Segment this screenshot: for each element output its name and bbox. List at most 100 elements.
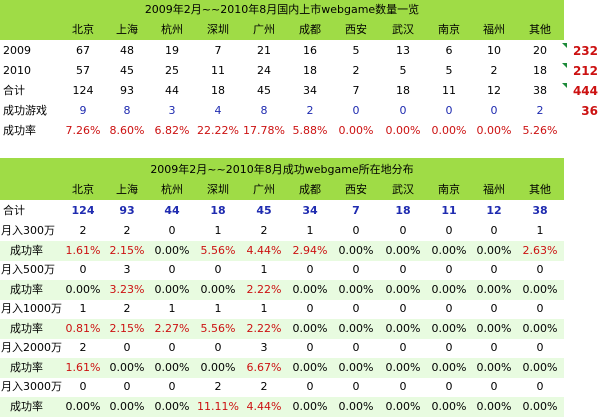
table2-count-cell: 1 bbox=[260, 263, 268, 276]
table1-row: 合计 124 93 44 18 45 34 7 18 11 12 38 444 bbox=[0, 81, 598, 101]
table2-total-row: 合计 124 93 44 18 45 34 7 18 11 12 38 bbox=[0, 201, 564, 221]
table1-city-header: 武汉 bbox=[392, 23, 414, 36]
table1-cell: 8 bbox=[260, 104, 268, 117]
table1-cell: 7 bbox=[352, 84, 360, 97]
table2-count-cell: 0 bbox=[399, 224, 407, 237]
table2-rate-cell: 0.00% bbox=[154, 360, 190, 374]
table2-row-label: 成功率 bbox=[10, 282, 43, 296]
table2-rate-row: 成功率 0.81% 2.15% 2.27% 5.56% 2.22% 0.00% 0.00% 0.… bbox=[0, 318, 564, 339]
table1-cell: 0.00% bbox=[338, 124, 374, 137]
table1-row-total: 444 bbox=[572, 84, 598, 98]
table2-count-cell: 0 bbox=[536, 302, 544, 315]
table2-rate-cell: 0.00% bbox=[338, 399, 374, 413]
table1-cell: 25 bbox=[165, 64, 179, 77]
table1-cell: 18 bbox=[211, 84, 225, 97]
table1-cell: 44 bbox=[165, 84, 179, 97]
table2-count-cell: 0 bbox=[123, 341, 131, 354]
table2-count-cell: 0 bbox=[536, 341, 544, 354]
table2-rate-cell: 0.00% bbox=[292, 399, 328, 413]
table1-cell: 18 bbox=[533, 64, 547, 77]
table1-cell: 6.82% bbox=[154, 124, 190, 137]
table2-rate-cell: 0.00% bbox=[109, 360, 145, 374]
table2-rate-cell: 0.00% bbox=[65, 282, 101, 296]
table2-rate-cell: 0.00% bbox=[200, 360, 236, 374]
table1-row: 成功率 7.26% 8.60% 6.82% 22.22% 17.78% 5.88% 0.00%… bbox=[0, 121, 564, 141]
table2-count-cell: 0 bbox=[306, 302, 314, 315]
table2-rate-cell: 0.00% bbox=[476, 243, 512, 257]
table2-count-cell: 1 bbox=[79, 302, 87, 315]
table1-city-header: 南京 bbox=[438, 23, 460, 36]
table2-rate-cell: 0.00% bbox=[385, 360, 421, 374]
table2-city-header: 成都 bbox=[299, 183, 321, 196]
table1-city-header: 深圳 bbox=[207, 23, 229, 36]
table1-cell: 2 bbox=[352, 64, 360, 77]
table2-rate-row: 成功率 0.00% 0.00% 0.00% 11.11% 4.44% 0.00% 0.00% 0… bbox=[0, 396, 564, 417]
table1-cell: 34 bbox=[303, 84, 317, 97]
table2-rate-cell: 2.94% bbox=[292, 243, 328, 257]
table2-count-cell: 0 bbox=[306, 380, 314, 393]
table2-rate-cell: 0.00% bbox=[431, 399, 467, 413]
table2-total-cell: 45 bbox=[256, 204, 272, 217]
table1-cell: 0.00% bbox=[476, 124, 512, 137]
table2-count-row: 月入1000万 1 2 1 1 1 0 0 0 0 0 0 bbox=[0, 299, 564, 319]
table1-cell: 0 bbox=[399, 104, 407, 117]
table2-rate-cell: 4.44% bbox=[246, 243, 282, 257]
table2-count-cell: 0 bbox=[306, 341, 314, 354]
table1-cell: 18 bbox=[396, 84, 410, 97]
table2-count-cell: 0 bbox=[536, 263, 544, 276]
table2-row-label: 月入300万 bbox=[1, 224, 55, 237]
table1-cell: 5.26% bbox=[522, 124, 558, 137]
table2-count-cell: 1 bbox=[168, 302, 176, 315]
table2-count-cell: 0 bbox=[445, 341, 453, 354]
table2-city-header-row: 北京 上海 杭州 深圳 广州 成都 西安 武汉 南京 福州 其他 bbox=[0, 180, 564, 200]
table2-total-cell: 124 bbox=[71, 204, 95, 217]
table2-count-cell: 2 bbox=[260, 380, 268, 393]
table2-title: 2009年2月~~2010年8月成功webgame所在地分布 bbox=[150, 163, 414, 176]
table2-count-cell: 0 bbox=[79, 380, 87, 393]
table2-total-cell: 12 bbox=[486, 204, 502, 217]
table2-city-header: 杭州 bbox=[161, 183, 183, 196]
table2-count-cell: 0 bbox=[214, 263, 222, 276]
table2-rate-cell: 0.00% bbox=[385, 321, 421, 335]
table1-row-total: 232 bbox=[572, 44, 598, 58]
table2-row-label: 月入2000万 bbox=[1, 341, 62, 354]
table1-cell: 24 bbox=[257, 64, 271, 77]
table1-city-header: 杭州 bbox=[161, 23, 183, 36]
table1-cell: 2 bbox=[536, 104, 544, 117]
table1-cell: 22.22% bbox=[197, 124, 239, 137]
table1-cell: 4 bbox=[214, 104, 222, 117]
table2-city-header: 北京 bbox=[72, 183, 94, 196]
table1-cell: 5 bbox=[352, 44, 360, 57]
table2-rate-cell: 0.00% bbox=[476, 360, 512, 374]
table2-count-row: 月入300万 2 2 0 1 2 1 0 0 0 0 1 bbox=[0, 221, 564, 241]
table2-count-cell: 1 bbox=[306, 224, 314, 237]
table1-cell: 11 bbox=[442, 84, 456, 97]
table2-count-cell: 0 bbox=[79, 263, 87, 276]
table2-rate-cell: 0.00% bbox=[338, 360, 374, 374]
table2-rate-cell: 2.63% bbox=[522, 243, 558, 257]
table1-row-label: 成功游戏 bbox=[3, 104, 47, 117]
table2-count-cell: 2 bbox=[123, 302, 131, 315]
table2-count-cell: 0 bbox=[306, 263, 314, 276]
table1-cell: 10 bbox=[487, 44, 501, 57]
table2-count-cell: 0 bbox=[445, 263, 453, 276]
table2-count-cell: 0 bbox=[123, 380, 131, 393]
table2-rate-cell: 6.67% bbox=[246, 360, 282, 374]
table1-cell: 0.00% bbox=[385, 124, 421, 137]
table2-rate-cell: 0.00% bbox=[385, 399, 421, 413]
table1-cell: 0 bbox=[490, 104, 498, 117]
table2-count-cell: 0 bbox=[168, 341, 176, 354]
table2-count-cell: 0 bbox=[490, 263, 498, 276]
table2-count-cell: 0 bbox=[536, 380, 544, 393]
table1-cell: 17.78% bbox=[243, 124, 285, 137]
table1-title: 2009年2月~~2010年8月国内上市webgame数量一览 bbox=[144, 3, 420, 16]
table1-cell: 57 bbox=[76, 64, 90, 77]
table2-count-cell: 1 bbox=[260, 302, 268, 315]
table2-rate-cell: 0.00% bbox=[431, 243, 467, 257]
table2-count-cell: 0 bbox=[168, 380, 176, 393]
table2-rate-cell: 0.00% bbox=[476, 399, 512, 413]
table2-count-cell: 0 bbox=[399, 263, 407, 276]
table1-city-header: 西安 bbox=[345, 23, 367, 36]
table2-rate-cell: 0.00% bbox=[338, 282, 374, 296]
table1-cell: 21 bbox=[257, 44, 271, 57]
